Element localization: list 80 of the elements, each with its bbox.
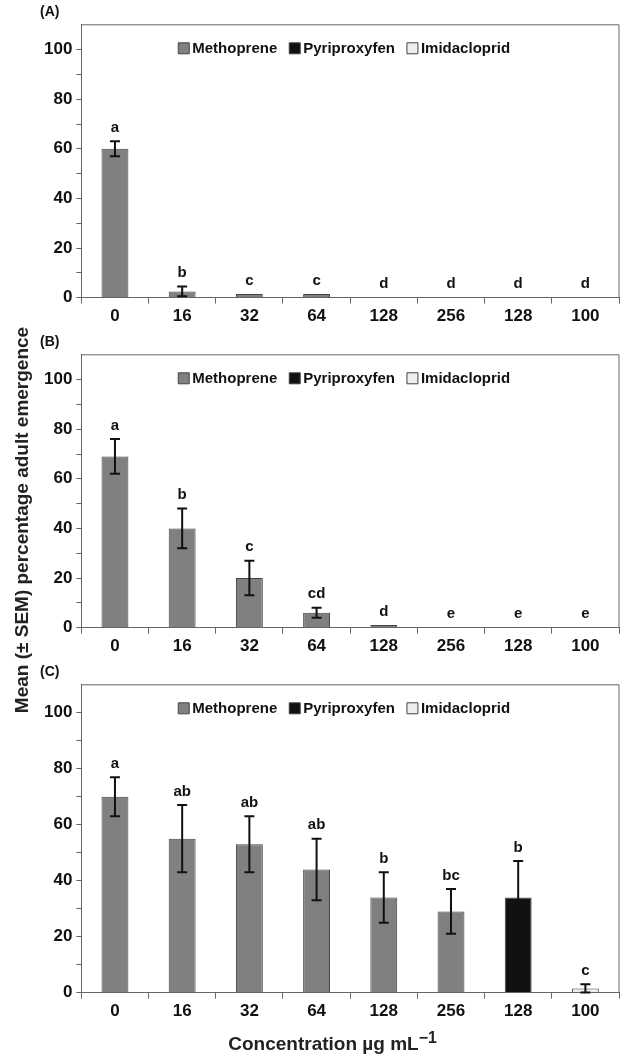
y-tick-label: 40 [53, 188, 73, 208]
legend-label: Imidacloprid [420, 368, 511, 386]
y-tick-label: 60 [53, 814, 73, 834]
x-tick-label: 64 [307, 306, 327, 326]
y-tick-label: 60 [53, 138, 73, 158]
data-label: a [110, 118, 120, 135]
x-tick-label: 256 [436, 636, 466, 656]
x-tick-label: 0 [110, 636, 120, 656]
data-label: ab [173, 781, 191, 799]
data-label: a [110, 415, 120, 433]
y-tick-label: 100 [43, 702, 73, 722]
data-label: b [513, 837, 523, 855]
legend-label: Pyriproxyfen [303, 698, 395, 716]
legend-label: Methoprene [192, 368, 278, 386]
x-tick-label: 100 [571, 636, 600, 656]
data-label: ab [307, 815, 326, 833]
legend-label: Methoprene [192, 698, 278, 716]
legend-label: Imidacloprid [420, 38, 511, 56]
y-tick-label: 40 [53, 518, 73, 538]
data-label: c [581, 960, 590, 978]
x-tick-label: 256 [436, 1001, 466, 1021]
x-tick-label: 256 [436, 306, 466, 326]
chart-title: (B) [40, 333, 60, 350]
x-tick-label: 16 [172, 306, 192, 326]
y-tick-label: 80 [53, 418, 73, 438]
x-tick-label: 128 [369, 1001, 398, 1021]
legend-label: Pyriproxyfen [303, 368, 395, 386]
data-label: d [379, 274, 389, 292]
data-label: a [110, 753, 120, 771]
y-tick-label: 80 [53, 758, 73, 778]
x-tick-label: 0 [110, 1001, 120, 1021]
legend-label: Imidacloprid [420, 698, 511, 716]
x-tick-label: 128 [504, 306, 533, 326]
x-tick-label: 64 [307, 636, 327, 656]
y-tick-label: 0 [62, 982, 73, 1002]
y-tick-label: 0 [62, 287, 73, 307]
y-axis-title: Mean (± SEM) percentage adult emergence [11, 326, 33, 714]
x-tick-label: 128 [369, 306, 398, 326]
data-label: b [177, 485, 187, 503]
x-tick-label: 32 [239, 1001, 259, 1021]
y-tick-label: 20 [53, 237, 73, 257]
y-tick-label: 40 [53, 870, 73, 890]
data-label: d [446, 274, 456, 292]
legend-label: Methoprene [192, 38, 278, 56]
x-tick-label: 16 [172, 1001, 192, 1021]
data-label: b [177, 263, 187, 281]
legend-label: Pyriproxyfen [303, 38, 395, 56]
x-tick-label: 32 [239, 306, 259, 326]
data-label: e [581, 604, 590, 622]
y-tick-label: 0 [62, 617, 73, 637]
y-tick-label: 20 [53, 926, 73, 946]
x-tick-label: 64 [307, 1001, 327, 1021]
data-label: c [312, 270, 321, 288]
chart-title: (A) [40, 3, 60, 20]
data-label: b [379, 848, 389, 866]
data-label: e [446, 604, 456, 622]
y-tick-label: 80 [53, 88, 73, 108]
x-tick-label: 128 [369, 636, 398, 656]
y-tick-label: 100 [43, 369, 73, 389]
x-axis-title: Concentration µg mL$^{−1}$ [227, 1029, 438, 1056]
data-label: d [580, 274, 590, 292]
data-label: e [514, 604, 523, 622]
y-tick-label: 100 [43, 39, 73, 59]
data-label: d [379, 601, 389, 619]
x-tick-label: 128 [504, 636, 533, 656]
chart-title: (C) [40, 663, 60, 680]
data-label: d [513, 274, 523, 292]
x-tick-label: 16 [172, 636, 192, 656]
x-tick-label: 0 [110, 306, 120, 326]
x-tick-label: 32 [239, 636, 259, 656]
x-tick-label: 100 [571, 306, 600, 326]
data-label: bc [442, 865, 460, 883]
data-label: c [245, 270, 254, 288]
x-tick-label: 128 [504, 1001, 533, 1021]
x-tick-label: 100 [571, 1001, 600, 1021]
data-label: ab [240, 792, 259, 810]
y-tick-label: 60 [53, 468, 73, 488]
data-label: c [245, 537, 254, 555]
y-tick-label: 20 [53, 567, 73, 587]
data-label: cd [307, 584, 326, 602]
